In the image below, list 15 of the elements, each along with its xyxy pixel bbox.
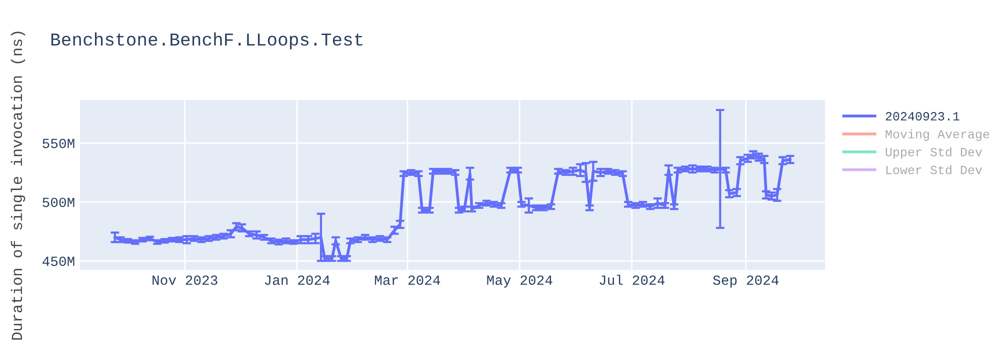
chart-title: Benchstone.BenchF.LLoops.Test (51, 32, 362, 50)
x-tick-label: Jan 2024 (264, 275, 330, 285)
legend-label: Upper Std Dev (886, 147, 982, 159)
x-tick-label: Mar 2024 (374, 275, 440, 285)
y-axis-title: Duration of single invocation (ns) (10, 32, 26, 340)
x-tick-label: Sep 2024 (713, 275, 779, 288)
legend-label: Lower Std Dev (886, 165, 982, 174)
y-tick-label: 500M (42, 198, 74, 208)
y-tick-label: 550M (42, 138, 74, 148)
legend-label: 20240923.1 (886, 112, 960, 121)
x-tick-label: Nov 2023 (152, 275, 218, 285)
y-tick-label: 450M (42, 256, 74, 266)
x-tick-label: May 2024 (487, 275, 552, 288)
x-tick-label: Jul 2024 (600, 274, 664, 285)
legend-label: Moving Average (886, 129, 990, 141)
